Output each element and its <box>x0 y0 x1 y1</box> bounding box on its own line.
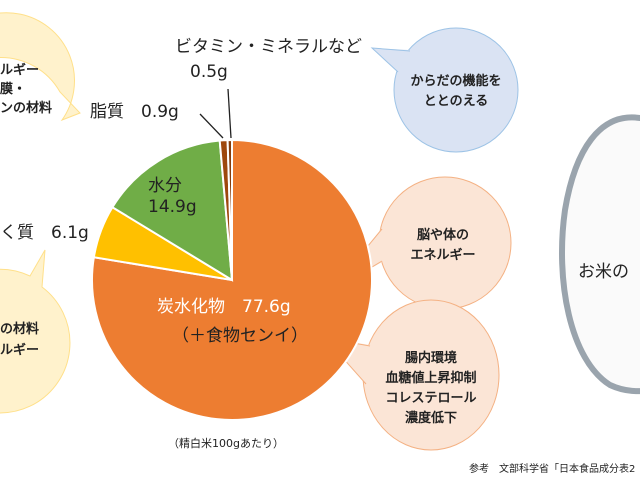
source-note: 参考 文部科学省「日本食品成分表2 <box>469 464 636 475</box>
vitamin-leader-line <box>227 88 232 139</box>
pie-chart <box>91 138 373 421</box>
bubble-energy-text-2: エネルギー <box>410 248 476 263</box>
bubble-fiber-text-2: 血糖値上昇抑制 <box>385 371 477 386</box>
bubble-fiber-text-3: コレステロール <box>385 391 477 406</box>
label-water-name: 水分 <box>148 176 182 196</box>
label-vitamins-name: ビタミン・ミネラルなど <box>175 37 362 57</box>
bubble-top-left <box>0 12 81 122</box>
pie-slice-ビタミン・ミネラルなど <box>226 138 233 281</box>
bubble-bottom-left-text-1: の材料 <box>0 322 40 337</box>
rice-grain-illustration <box>559 114 640 395</box>
label-fat: 脂質 0.9g <box>90 102 179 122</box>
label-carbs-fiber: （＋食物センイ） <box>172 326 308 346</box>
bubble-top-left-text-1: ルギー <box>0 63 40 78</box>
bubble-fiber-text-4: 濃度低下 <box>404 411 457 426</box>
label-carbs: 炭水化物 77.6g <box>157 297 291 317</box>
bubble-top-left-text-2: 膜・ <box>0 82 27 97</box>
label-protein: く質 6.1g <box>0 223 89 243</box>
fat-leader-line <box>199 113 224 139</box>
bubble-vitamins <box>370 27 519 153</box>
bubble-energy-text-1: 脳や体の <box>416 228 469 243</box>
bubble-vitamins-text-1: からだの機能を <box>410 74 502 89</box>
bubble-bottom-left <box>0 249 71 414</box>
bubble-vitamins-text-2: ととのえる <box>423 94 489 109</box>
pie-slice-水分 <box>111 139 234 282</box>
bubble-fiber-text-1: 腸内環境 <box>404 351 457 366</box>
chart-note: （精白米100gあたり） <box>168 437 284 450</box>
rice-label: お米の <box>578 262 629 282</box>
label-vitamins-value: 0.5g <box>190 62 228 82</box>
bubble-top-left-text-3: ンの材料 <box>0 101 53 116</box>
bubble-bottom-left-text-2: ルギー <box>0 343 40 358</box>
label-water-value: 14.9g <box>148 197 197 217</box>
